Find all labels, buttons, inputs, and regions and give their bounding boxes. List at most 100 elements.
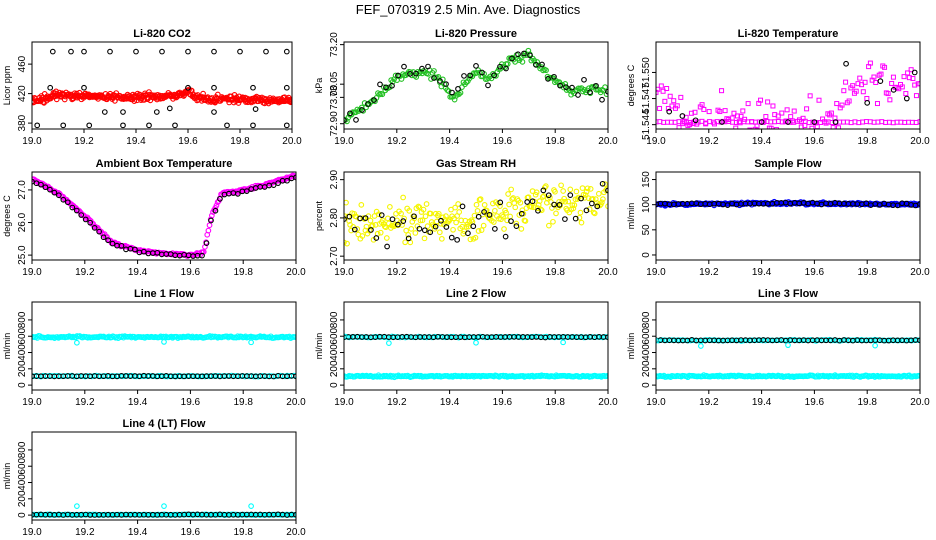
data-point [346,213,353,220]
data-point [503,65,509,72]
panel-line1: Line 1 Flow ml/min 19.0 19.2 19.4 19.6 19.8 20.… [2,288,306,408]
data-point [51,189,58,196]
data-point [602,181,608,187]
x-tick-label: 20.0 [910,136,930,147]
y-tick-label: 0 [17,382,28,388]
data-point [578,195,584,202]
data-point [864,95,870,101]
data-point [457,89,464,96]
data-point [503,209,509,216]
data-point [795,128,801,129]
x-tick-label: 19.0 [334,136,354,147]
plot-frame [31,41,293,130]
data-point [445,88,452,94]
data-point [502,372,509,379]
data-point [402,239,409,246]
data-point [108,334,115,341]
data-point [500,213,506,220]
data-point [917,119,920,125]
data-point [463,79,470,86]
data-point [283,122,290,129]
data-point [549,334,555,340]
data-point [545,192,552,199]
data-point [698,343,704,349]
data-point [64,199,71,206]
x-tick-label: 19.4 [126,136,146,147]
x-tick-label: 19.4 [128,527,148,538]
data-point [420,206,427,213]
data-point [61,96,68,103]
x-tick-label: 19.8 [233,267,253,278]
data-point [371,97,377,103]
data-point [293,373,296,380]
data-point [411,213,417,220]
data-point [481,202,488,208]
data-point [358,202,365,208]
data-point [456,91,462,98]
data-point [577,209,584,216]
x-tick-label: 19.0 [646,397,666,408]
data-point [744,133,748,137]
y-tick-label: 73.05 [329,71,340,96]
data-point [395,72,401,79]
x-tick-label: 19.0 [22,397,42,408]
data-point [173,333,180,340]
data-point [211,84,217,91]
data-point [535,207,541,214]
plot-frame [31,171,297,261]
x-tick-label: 19.8 [233,527,253,538]
series-black_low [32,372,296,380]
data-point [522,334,529,341]
data-point [475,228,482,234]
data-point [208,217,214,224]
data-point [234,333,241,340]
series-main [344,181,608,247]
y-axis-label: ml/min [2,463,12,490]
data-point [398,210,404,217]
y-tick-label: 73.20 [329,32,340,57]
data-point [908,67,914,73]
data-point [383,334,390,341]
data-point [68,48,74,55]
y-tick-label: 0 [17,512,28,518]
data-point [872,342,878,349]
data-point [903,95,910,102]
data-point [765,99,771,105]
data-point [408,226,415,232]
data-point [591,210,598,217]
data-point [81,84,87,91]
x-tick-label: 19.6 [493,267,513,278]
data-point [553,210,559,217]
data-point [293,174,296,181]
y-tick-label: 800 [17,311,28,328]
data-point [584,185,591,192]
x-tick-label: 19.2 [75,267,95,278]
x-tick-label: 20.0 [286,527,306,538]
x-tick-label: 19.0 [334,267,354,278]
data-point [452,204,458,211]
x-tick-label: 19.2 [699,267,719,278]
plot-frame [31,301,297,391]
data-point [133,48,139,55]
data-point [497,199,504,206]
data-point [791,108,797,114]
y-axis-label: kPa [314,78,324,94]
panel-title: Gas Stream RH [436,158,516,170]
series-overlay [344,180,608,250]
data-point [853,88,859,94]
data-point [49,48,56,55]
y-tick-label: 460 [17,55,28,72]
data-point [901,337,907,344]
series-main [344,47,608,125]
data-point [583,207,590,214]
data-point [535,62,542,69]
data-point [467,72,473,79]
data-point [722,337,729,344]
y-axis-label: ml/min [314,333,324,360]
data-point [373,235,380,241]
data-point [789,118,795,124]
data-point [425,63,431,70]
data-point [593,82,599,89]
data-point [188,87,195,94]
data-point [581,76,587,83]
